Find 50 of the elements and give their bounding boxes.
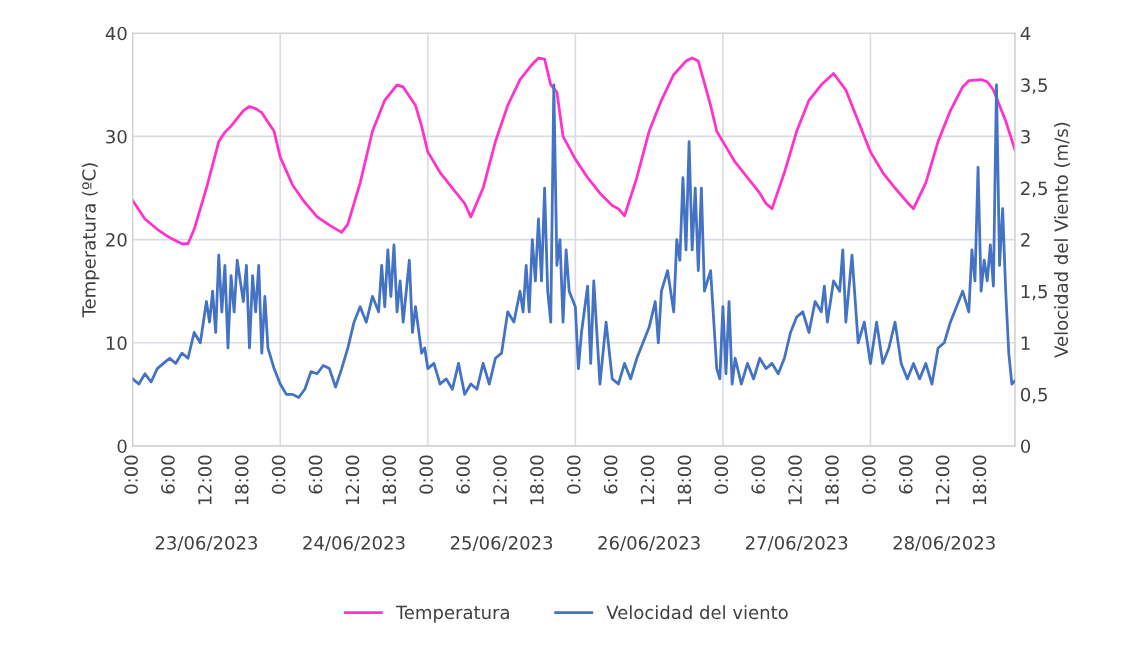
- y-axis-title: Temperatura (ºC): [81, 163, 100, 318]
- x-tick-label: 0:00: [862, 455, 876, 494]
- y2-tick-label: 0,5: [1020, 387, 1047, 404]
- x-tick-label: 18:00: [825, 455, 839, 505]
- text: 27/06/2023: [745, 536, 848, 552]
- x-tick-label: 0:00: [566, 455, 581, 494]
- y2-tick-label: 4: [1020, 26, 1031, 41]
- text: 26/06/2023: [598, 536, 700, 552]
- y2-tick-label: 3: [1021, 129, 1030, 144]
- x-tick-label: 12:00: [788, 455, 802, 505]
- y2-tick-label: 0: [1020, 439, 1031, 454]
- x-tick-label: 12:00: [198, 455, 212, 505]
- y2-tick-label: 2,5: [1021, 181, 1047, 197]
- legend-label: Velocidad del viento: [606, 605, 788, 620]
- x-tick-label: 12:00: [935, 455, 950, 505]
- y-tick-label: 30: [106, 129, 127, 144]
- x-tick-label: 12:00: [640, 455, 655, 505]
- x-tick-label: 18:00: [234, 455, 249, 505]
- line-series: [132, 83, 1015, 399]
- line-series: [132, 56, 1015, 246]
- text: 28/06/2023: [893, 536, 995, 552]
- x-tick-label: 6:00: [603, 455, 618, 494]
- x-tick-label: 12:00: [345, 455, 360, 505]
- x-tick-label: 0:00: [419, 455, 434, 494]
- x-tick-label: 6:00: [456, 455, 470, 494]
- x-tick-label: 6:00: [308, 455, 323, 494]
- y-tick-label: 0: [117, 439, 127, 454]
- text: 24/06/2023: [303, 536, 405, 552]
- x-tick-label: 0:00: [271, 455, 286, 494]
- text: 23/06/2023: [155, 536, 258, 552]
- y2-axis-title: Velocidad del Viento (m/s): [1054, 122, 1071, 358]
- x-tick-label: 6:00: [751, 455, 766, 494]
- x-tick-label: 18:00: [677, 455, 692, 505]
- y2-tick-label: 1: [1021, 336, 1030, 350]
- x-tick-label: 12:00: [493, 455, 507, 505]
- y-tick-label: 20: [106, 233, 127, 247]
- y2-tick-label: 1,5: [1021, 284, 1047, 301]
- x-tick-label: 6:00: [161, 455, 175, 494]
- y2-tick-label: 3,5: [1021, 78, 1047, 94]
- text: 25/06/2023: [450, 536, 553, 552]
- y2-tick-label: 2: [1021, 233, 1030, 247]
- y-tick-label: 40: [105, 26, 127, 41]
- x-tick-label: 0:00: [124, 455, 138, 494]
- x-tick-label: 6:00: [898, 455, 913, 494]
- x-tick-label: 0:00: [714, 455, 729, 494]
- x-tick-label: 18:00: [972, 455, 987, 505]
- x-tick-label: 18:00: [382, 455, 397, 505]
- x-tick-label: 18:00: [530, 455, 544, 505]
- y-tick-label: 10: [106, 336, 127, 350]
- legend-label: Temperatura: [395, 605, 509, 623]
